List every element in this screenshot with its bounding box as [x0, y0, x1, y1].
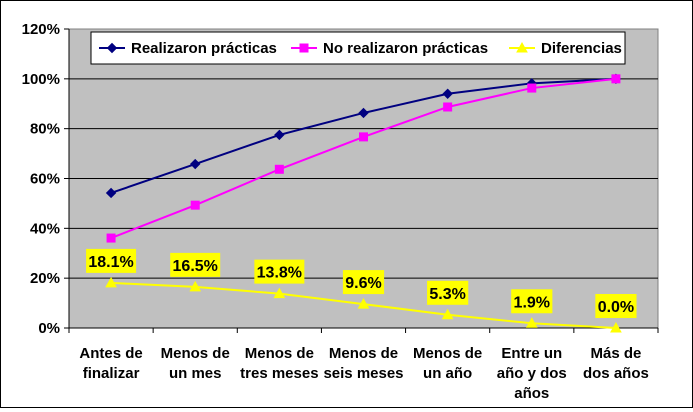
data-label: 1.9%: [514, 294, 550, 311]
x-category-line: dos años: [583, 365, 649, 382]
data-label-box: [595, 294, 637, 318]
data-point-diamond: [358, 107, 369, 119]
x-category-line: años: [514, 385, 549, 402]
data-point-square: [190, 200, 200, 210]
data-label: 0.0%: [598, 299, 634, 316]
x-category-line: tres meses: [240, 365, 318, 382]
data-point-triangle: [357, 298, 370, 309]
data-labels: 18.1% 16.5% 13.8% 9.6% 5.3% 1.9% 0.0%: [86, 248, 637, 318]
data-point-triangle: [516, 41, 528, 53]
data-label: 5.3%: [429, 286, 465, 303]
data-point-diamond: [190, 158, 201, 170]
data-label: 18.1%: [88, 254, 133, 271]
data-point-triangle: [525, 317, 538, 328]
legend-label: Realizaron prácticas: [131, 40, 277, 57]
x-category-label: Antes de finalizar: [79, 345, 142, 382]
legend-label: No realizaron prácticas: [323, 40, 488, 57]
data-point-triangle: [189, 280, 202, 292]
y-tick-label: 120%: [22, 21, 60, 38]
x-category-line: finalizar: [83, 365, 140, 382]
x-category-line: Menos de: [245, 345, 314, 362]
x-category-line: año y dos: [497, 365, 567, 382]
data-label: 16.5%: [173, 258, 218, 275]
data-point-triangle: [610, 321, 622, 333]
x-category-line: un mes: [169, 365, 222, 382]
y-tick-label: 80%: [30, 121, 60, 138]
x-category-line: Menos de: [329, 345, 398, 362]
x-category-line: Más de: [590, 345, 641, 362]
x-category-line: Menos de: [161, 345, 230, 362]
gridlines: [69, 78, 658, 279]
x-category-label: Menos de un año: [413, 345, 482, 382]
x-category-line: Entre un: [501, 345, 562, 362]
data-label-box: [86, 248, 137, 273]
x-category-line: un año: [423, 365, 472, 382]
legend: Realizaron prácticas No realizaron prácti…: [90, 31, 626, 65]
y-tick-label: 100%: [22, 71, 60, 88]
x-category-line: Menos de: [413, 345, 482, 362]
data-point-diamond: [106, 42, 118, 54]
x-category-label: Más de dos años: [583, 345, 649, 382]
y-tick-label: 20%: [30, 270, 60, 287]
data-point-triangle: [105, 276, 117, 288]
data-point-diamond: [105, 187, 117, 199]
x-category-label: Entre un año y dos años: [497, 345, 567, 402]
data-point-diamond: [274, 129, 285, 141]
data-point-triangle: [441, 308, 454, 320]
data-label: 9.6%: [345, 275, 381, 292]
x-category-label: Menos de tres meses: [240, 345, 318, 382]
data-point-square: [527, 83, 537, 93]
y-tick-label: 0%: [38, 320, 60, 337]
data-point-square: [299, 43, 309, 53]
data-point-triangle: [273, 287, 286, 299]
y-tick-label: 40%: [30, 220, 60, 237]
x-category-label: Menos de un mes: [161, 345, 230, 382]
data-label-box: [427, 280, 469, 305]
data-label-box: [511, 289, 553, 314]
data-point-square: [611, 74, 621, 84]
x-category-line: Antes de: [79, 345, 142, 362]
data-point-diamond: [442, 88, 453, 99]
data-label-box: [254, 259, 305, 284]
y-axis: 0% 20% 40% 60% 80% 100% 120%: [22, 21, 70, 337]
x-category-line: seis meses: [323, 365, 403, 382]
legend-label: Diferencias: [541, 40, 622, 57]
data-point-square: [274, 164, 284, 174]
data-point-square: [443, 102, 453, 112]
data-label-box: [170, 252, 221, 277]
data-point-square: [359, 132, 368, 142]
legend-box: [90, 31, 626, 65]
data-label: 13.8%: [257, 265, 302, 282]
data-point-square: [106, 233, 116, 243]
series-layer: [105, 73, 622, 333]
x-axis: Antes de finalizar Menos de un mes Menos de t…: [68, 327, 659, 402]
y-tick-label: 60%: [30, 171, 60, 188]
data-label-box: [342, 270, 385, 295]
x-category-label: Menos de seis meses: [323, 345, 403, 382]
